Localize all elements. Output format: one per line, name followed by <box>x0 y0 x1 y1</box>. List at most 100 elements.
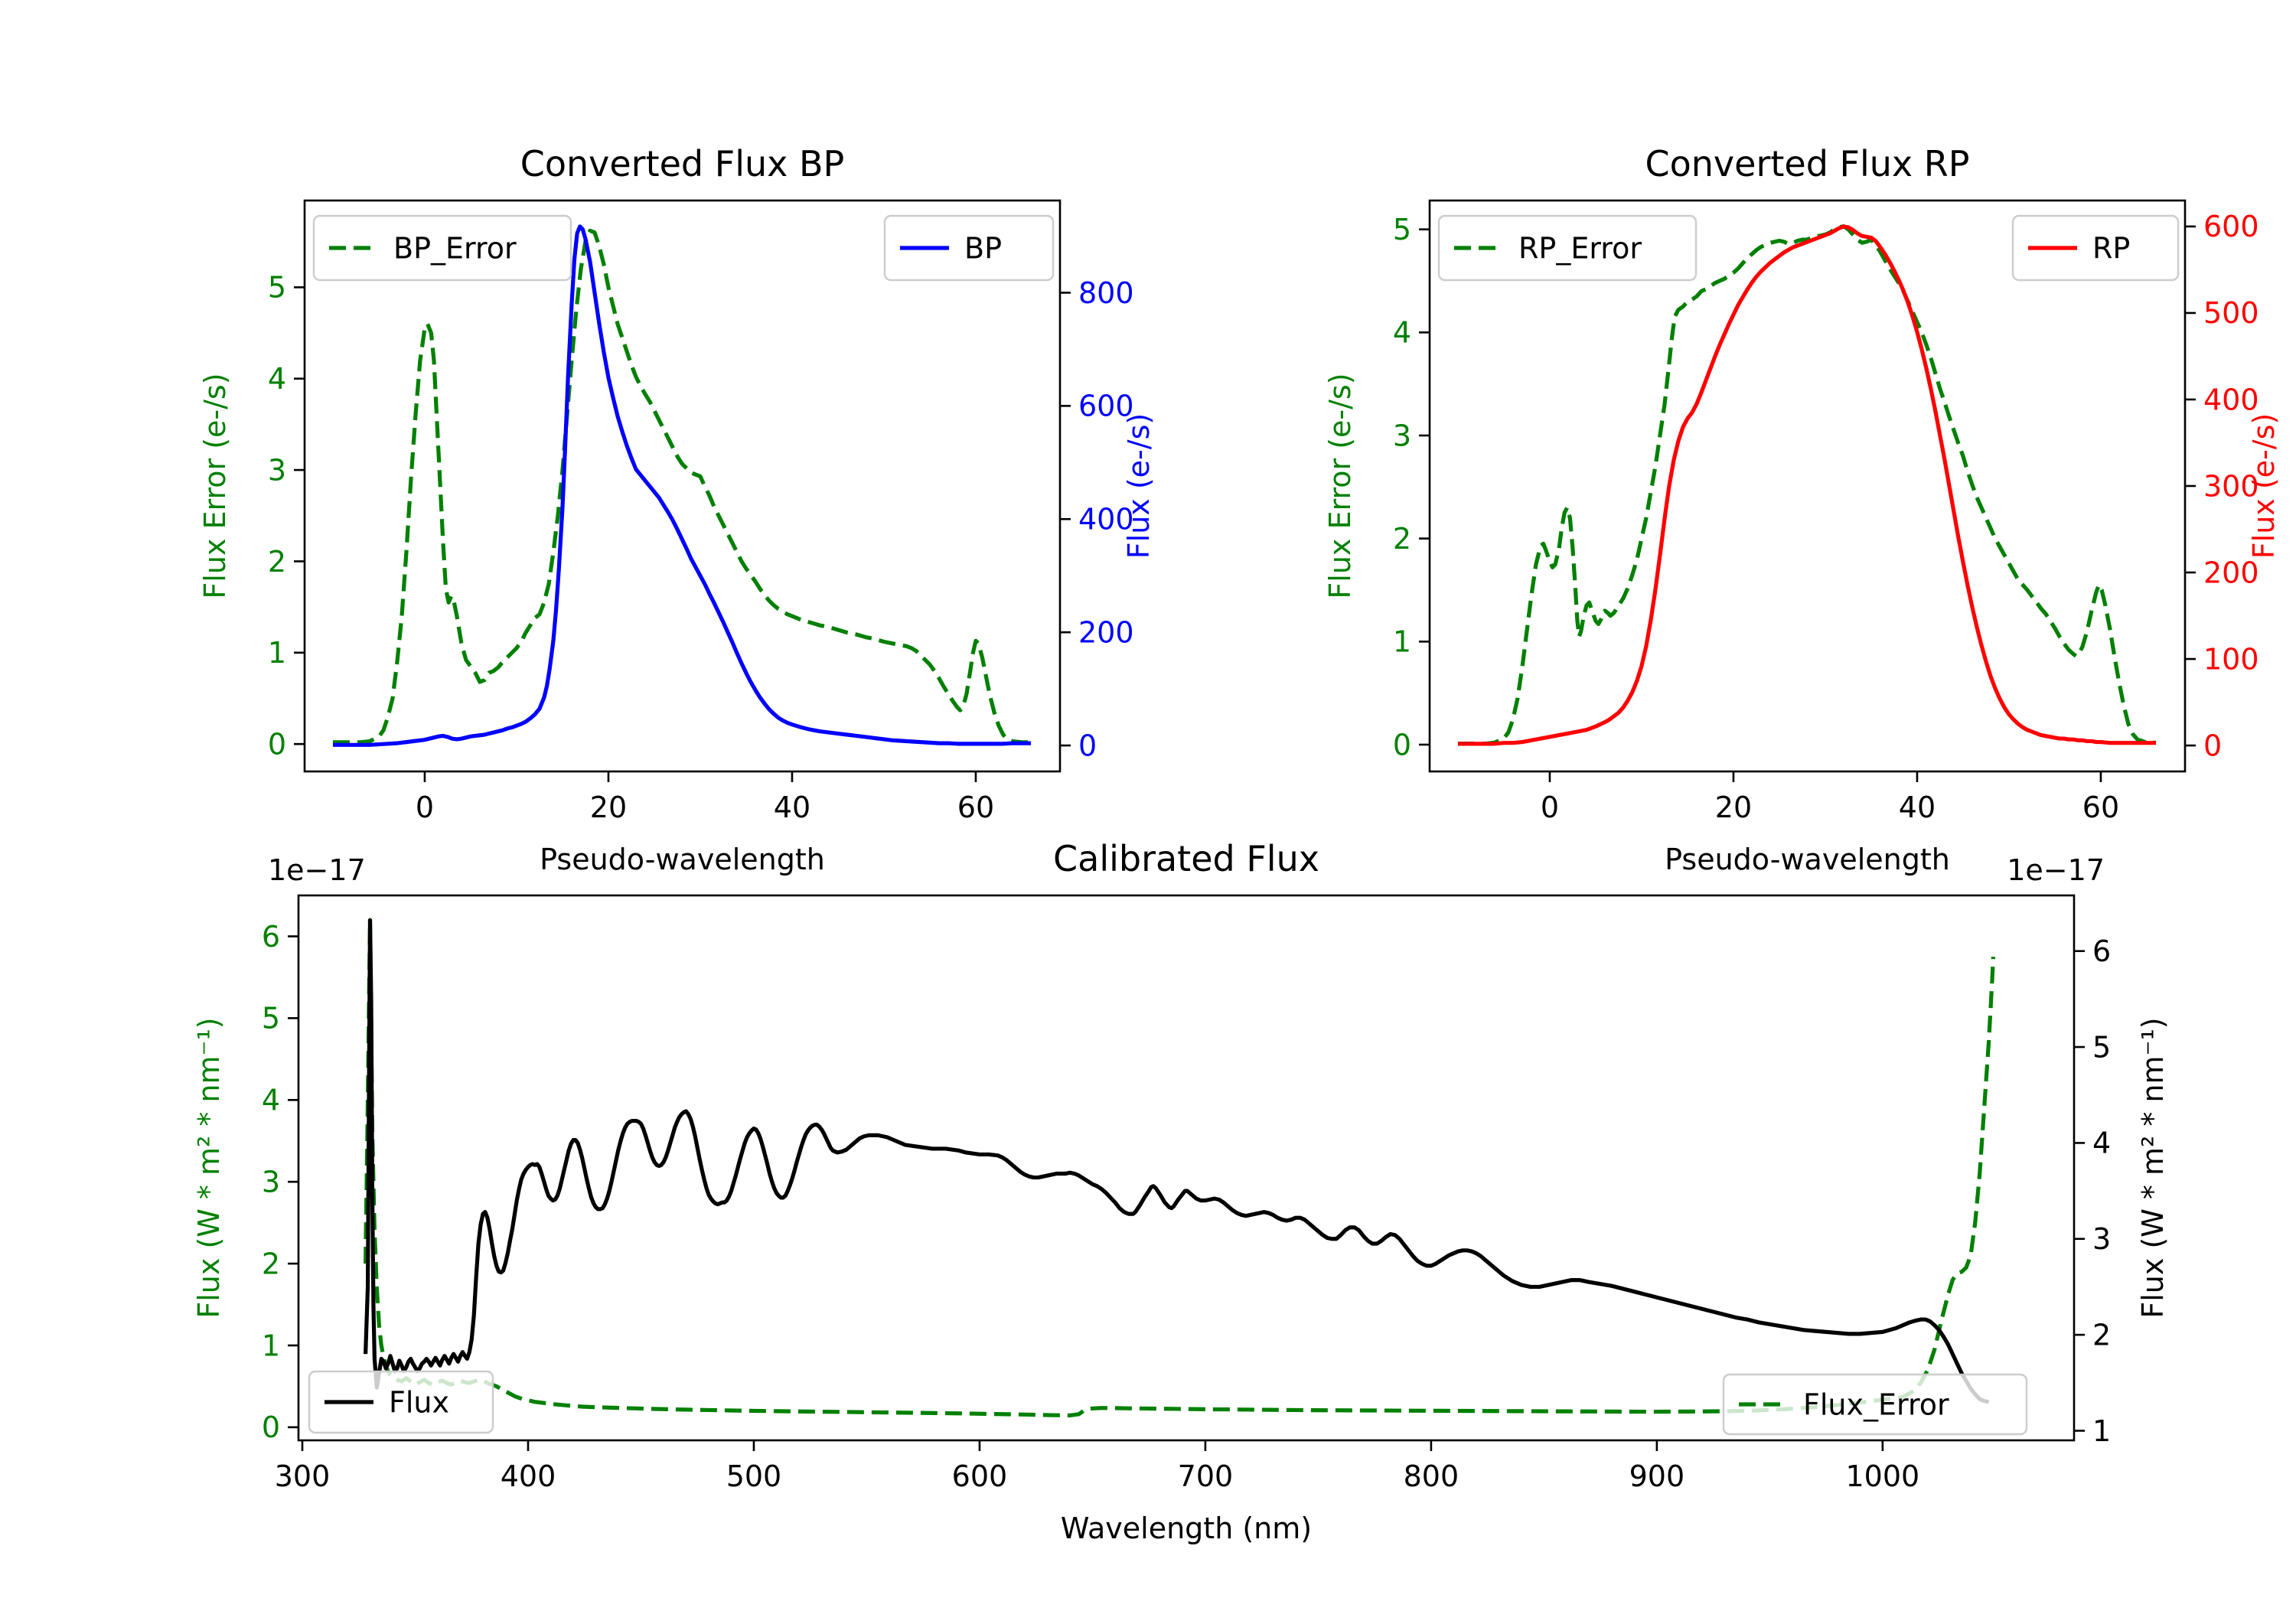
y-tick-label: 2 <box>268 545 286 579</box>
bp-left-ticks: 0 1 2 3 4 5 <box>268 271 305 761</box>
y-tick-label: 1 <box>2092 1414 2111 1448</box>
cal-series-flux <box>364 918 1990 1404</box>
x-tick-label: 40 <box>774 791 810 824</box>
y-tick-label: 1 <box>268 636 286 670</box>
bp-legend-bp: BP <box>883 214 1055 282</box>
y-tick-label: 1 <box>262 1329 280 1362</box>
y-tick-label: 200 <box>1078 615 1134 649</box>
legend-label: Flux_Error <box>1803 1388 1949 1421</box>
x-tick-label: 0 <box>1541 791 1559 824</box>
cal-legend-flux_error: Flux_Error <box>1722 1373 2028 1436</box>
cal-title: Calibrated Flux <box>1053 838 1319 879</box>
legend-box <box>308 1370 494 1434</box>
rp-series-rp <box>1457 224 2156 746</box>
cal-left-offset-text: 1e−17 <box>268 853 366 887</box>
x-tick-label: 40 <box>1899 791 1936 824</box>
cal-x-ticks: 300 400 500 600 700 800 900 1000 <box>275 1440 1919 1493</box>
bp-series-bp <box>332 224 1031 747</box>
y-tick-label: 0 <box>262 1410 280 1444</box>
y-tick-label: 0 <box>2203 729 2222 762</box>
x-tick-label: 60 <box>2082 791 2119 824</box>
rp-title: Converted Flux RP <box>1645 143 1970 184</box>
x-tick-label: 20 <box>590 791 627 824</box>
legend-label: Flux <box>389 1385 449 1419</box>
y-tick-label: 5 <box>262 1002 280 1035</box>
legend-box <box>1437 214 1698 282</box>
x-tick-label: 600 <box>952 1459 1008 1493</box>
cal-ylabel-left: Flux (W * m² * nm⁻¹) <box>192 1017 226 1318</box>
y-tick-label: 200 <box>2203 556 2259 589</box>
rp-xlabel: Pseudo-wavelength <box>1665 843 1950 876</box>
legend-box <box>1722 1373 2028 1436</box>
x-tick-label: 900 <box>1629 1459 1685 1493</box>
y-tick-label: 400 <box>1078 503 1134 536</box>
bp-xlabel: Pseudo-wavelength <box>540 843 825 876</box>
bp-series-bp_error <box>332 228 1031 745</box>
rp-ylabel-right: Flux (e-/s) <box>2247 413 2281 559</box>
rp-right-ticks: 0 100 200 300 400 500 600 <box>2185 210 2259 762</box>
x-tick-label: 20 <box>1715 791 1752 824</box>
x-tick-label: 500 <box>726 1459 782 1493</box>
y-tick-label: 600 <box>2203 210 2259 243</box>
cal-legend-flux: Flux <box>308 1370 494 1434</box>
legend-label: BP_Error <box>393 231 517 265</box>
rp-chart: 0 20 40 600123450100200300400500600Converte… <box>1323 143 2281 876</box>
cal-left-ticks: 0 1 2 3 4 5 6 <box>262 920 298 1444</box>
y-tick-label: 0 <box>1078 729 1097 762</box>
y-tick-label: 2 <box>262 1247 280 1280</box>
x-tick-label: 800 <box>1404 1459 1459 1493</box>
rp-left-ticks: 0 1 2 3 4 5 <box>1393 213 1430 761</box>
cal-xlabel: Wavelength (nm) <box>1061 1512 1312 1545</box>
bp-ylabel-right: Flux (e-/s) <box>1122 413 1156 559</box>
cal-plot-border <box>297 894 2076 1442</box>
y-tick-label: 5 <box>1393 213 1411 246</box>
bp-right-ticks: 0 200 400 600 800 <box>1060 276 1134 762</box>
cal-ylabel-right: Flux (W * m² * nm⁻¹) <box>2136 1017 2170 1318</box>
y-tick-label: 4 <box>2092 1127 2111 1160</box>
rp-legend-rp: RP <box>2011 214 2180 282</box>
rp-series-rp_error <box>1457 224 2156 746</box>
y-tick-label: 2 <box>2092 1318 2111 1352</box>
y-tick-label: 3 <box>1393 419 1411 452</box>
y-tick-label: 6 <box>262 920 280 954</box>
y-tick-label: 600 <box>1078 390 1134 423</box>
y-tick-label: 0 <box>1393 728 1411 761</box>
x-tick-label: 1000 <box>1845 1459 1919 1493</box>
cal-right-offset-text: 1e−17 <box>2007 853 2105 887</box>
y-tick-label: 4 <box>262 1084 280 1117</box>
y-tick-label: 100 <box>2203 642 2259 676</box>
rp-ylabel-left: Flux Error (e-/s) <box>1323 373 1357 598</box>
legend-box <box>883 214 1055 282</box>
x-tick-label: 0 <box>416 791 434 824</box>
x-tick-label: 60 <box>957 791 994 824</box>
bp-ylabel-left: Flux Error (e-/s) <box>198 373 232 598</box>
y-tick-label: 800 <box>1078 276 1134 310</box>
y-tick-label: 3 <box>262 1165 280 1198</box>
y-tick-label: 4 <box>268 362 286 396</box>
y-tick-label: 3 <box>268 453 286 487</box>
rp-x-ticks: 0 20 40 60 <box>1541 771 2119 824</box>
y-tick-label: 1 <box>1393 625 1411 659</box>
legend-box <box>2011 214 2180 282</box>
y-tick-label: 5 <box>2092 1030 2111 1064</box>
bp-x-ticks: 0 20 40 60 <box>416 771 994 824</box>
y-tick-label: 3 <box>2092 1222 2111 1256</box>
bp-title: Converted Flux BP <box>520 143 845 184</box>
legend-box <box>312 214 572 282</box>
y-tick-label: 400 <box>2203 383 2259 416</box>
bp-plot-border <box>303 199 1062 773</box>
x-tick-label: 300 <box>275 1459 331 1493</box>
legend-label: RP_Error <box>1518 231 1642 265</box>
y-tick-label: 0 <box>268 727 286 761</box>
x-tick-label: 400 <box>501 1459 556 1493</box>
y-tick-label: 300 <box>2203 469 2259 503</box>
bp-legend-bp_error: BP_Error <box>312 214 572 282</box>
legend-label: RP <box>2092 231 2130 265</box>
x-tick-label: 700 <box>1178 1459 1234 1493</box>
cal-chart: 300 400 500 600 700 800 900 1000 0 1 2 3 4 5 6 1 2 3 4 5 6 1e… <box>192 838 2170 1545</box>
cal-right-ticks: 1 2 3 4 5 6 <box>2074 934 2111 1448</box>
rp-legend-rp_error: RP_Error <box>1437 214 1698 282</box>
